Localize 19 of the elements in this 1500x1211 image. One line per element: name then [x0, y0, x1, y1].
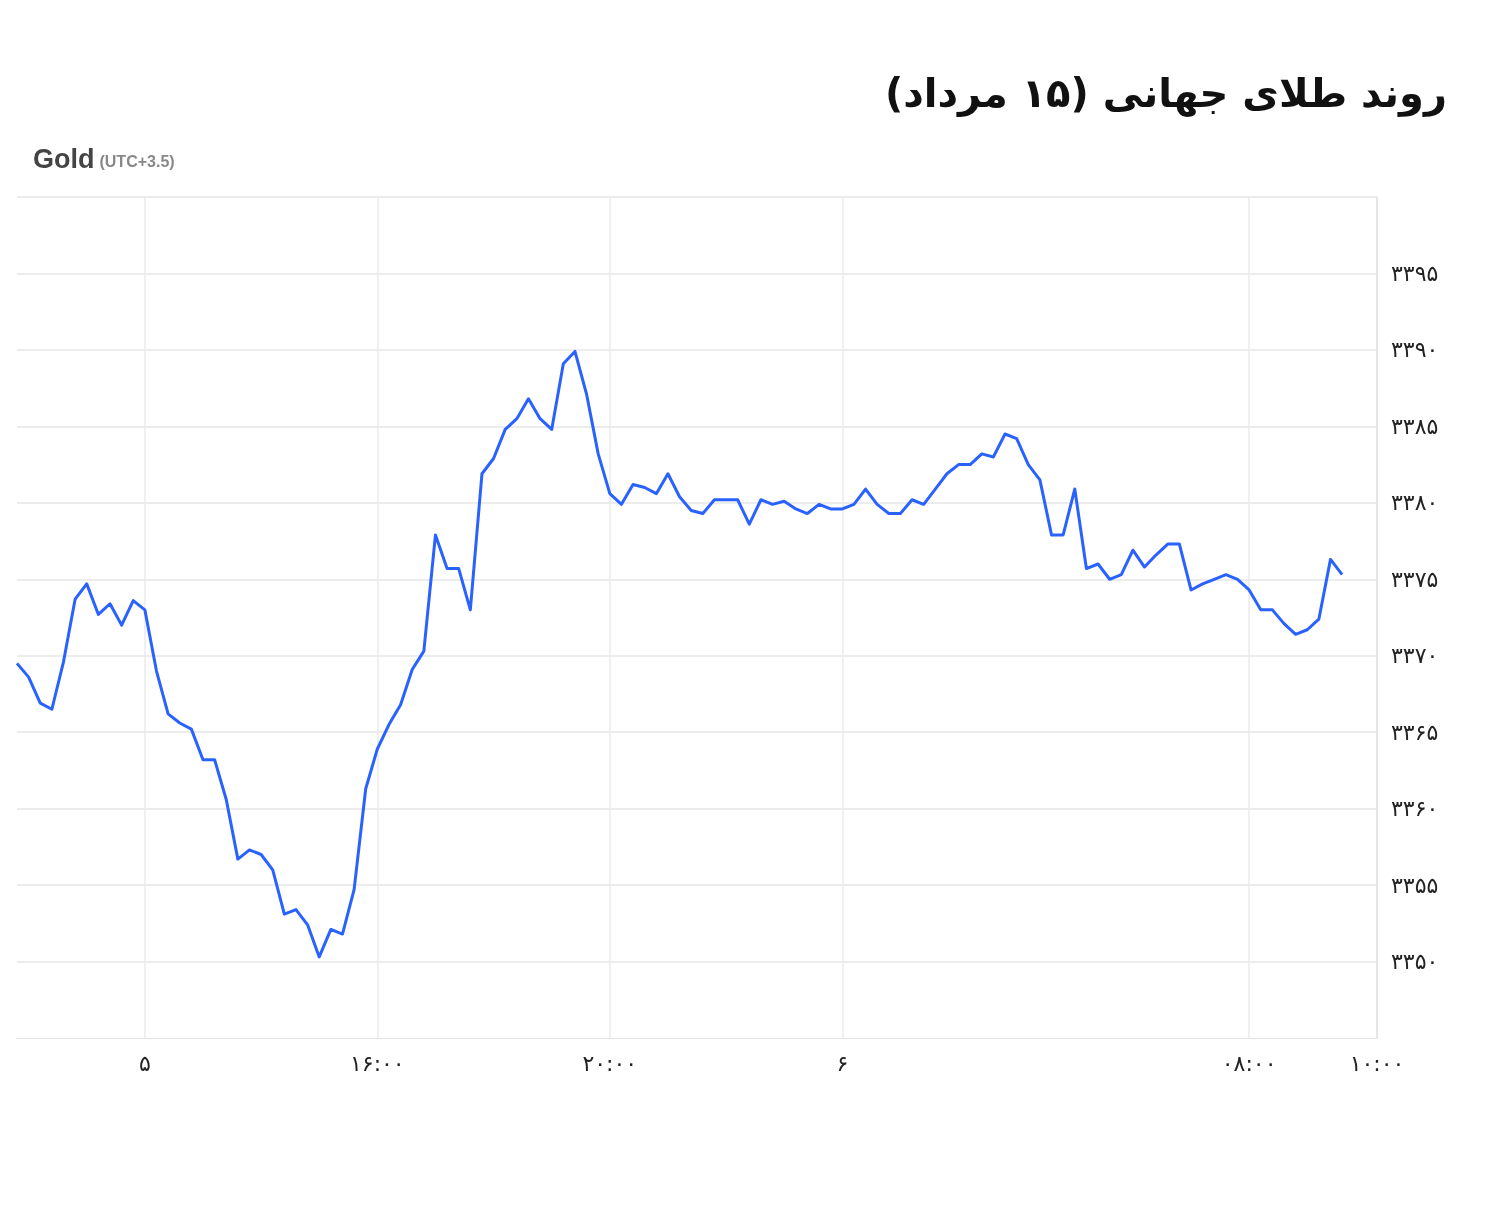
y-tick-label: ۳۳۶۵: [1391, 719, 1439, 745]
y-tick-label: ۳۳۵۰: [1391, 949, 1439, 975]
x-tick-label: ۲۰:۰۰: [582, 1050, 638, 1076]
y-tick-label: ۳۳۹۰: [1391, 337, 1439, 363]
x-tick-label: ۱۶:۰۰: [350, 1050, 405, 1076]
y-tick-label: ۳۳۹۵: [1391, 260, 1439, 286]
y-tick-label: ۳۳۷۰: [1391, 643, 1439, 669]
x-tick-label: ۱۰:۰۰: [1349, 1050, 1405, 1076]
x-tick-label: ۰۸:۰۰: [1221, 1050, 1277, 1076]
y-tick-label: ۳۳۶۰: [1391, 796, 1439, 822]
y-tick-label: ۳۳۷۵: [1391, 566, 1439, 592]
chart-title: روند طلای جهانی (۱۵ مرداد): [885, 70, 1448, 117]
y-tick-label: ۳۳۵۵: [1391, 872, 1439, 898]
line-series: [15, 349, 1344, 959]
x-tick-label: ۵: [138, 1050, 151, 1076]
chart-subtitle: Gold (UTC+3.5): [33, 143, 175, 174]
y-tick-label: ۳۳۸۰: [1391, 490, 1439, 516]
y-tick-label: ۳۳۸۵: [1391, 413, 1439, 439]
x-tick-label: ۶: [836, 1050, 849, 1076]
